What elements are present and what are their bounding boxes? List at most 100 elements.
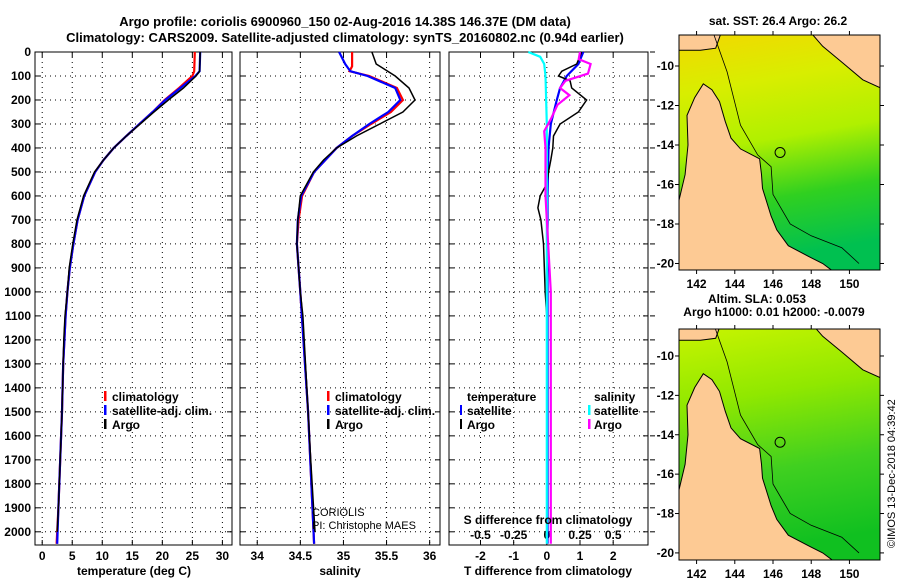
x-tick-label: 0 — [39, 549, 46, 563]
figure-title-line2: Climatology: CARS2009. Satellite-adjuste… — [66, 30, 624, 45]
legend-label-argo: Argo — [112, 418, 140, 432]
legend-title-temperature: temperature — [467, 390, 537, 404]
lat-tick-label: -10 — [657, 59, 675, 73]
profile-line-satellite-adj-clim- — [56, 51, 202, 544]
lon-tick-label: 146 — [763, 277, 783, 291]
depth-tick-label: 1500 — [4, 405, 31, 419]
lat-tick-label: -18 — [657, 217, 675, 231]
legend-swatch-argo — [104, 419, 107, 429]
sst-map: 142 144 146 148 150 -10 -12 -14 -16 -18 -20 — [657, 31, 884, 291]
legend-swatch-satellite — [327, 405, 330, 415]
x-tick-label: 0 — [543, 549, 550, 563]
depth-tick-label: 1100 — [5, 309, 31, 323]
plot-frame — [239, 51, 441, 546]
s-diff-tick-label: 0.25 — [568, 528, 592, 542]
salinity-legend: climatology satellite-adj. clim. Argo CO… — [312, 390, 435, 532]
temperature-axis-label: temperature (deg C) — [77, 564, 191, 578]
salinity-axis-label: salinity — [319, 564, 361, 578]
depth-tick-label: 200 — [11, 93, 31, 107]
legend-label-argo: Argo — [335, 418, 363, 432]
lon-tick-label: 146 — [763, 567, 783, 580]
legend-label-t-satellite: satellite — [467, 404, 512, 418]
temperature-panel: 0100200300400500600700800900100011001200… — [4, 45, 233, 563]
institution-label: CORIOLIS — [312, 507, 365, 519]
land-cape-york — [679, 83, 833, 270]
depth-tick-label: 1600 — [4, 429, 31, 443]
lat-tick-label: -10 — [657, 349, 675, 363]
s-diff-tick-label: -0.5 — [470, 528, 491, 542]
depth-tick-label: 1800 — [4, 477, 31, 491]
map-frame — [678, 328, 881, 561]
legend-swatch-argo — [327, 419, 330, 429]
map-frame — [678, 34, 881, 271]
t-difference-axis-label: T difference from climatology — [464, 564, 632, 578]
x-tick-label: 15 — [126, 549, 140, 563]
legend-label-t-argo: Argo — [467, 418, 495, 432]
lat-tick-label: -16 — [657, 177, 675, 191]
lon-tick-label: 142 — [687, 567, 707, 580]
depth-tick-label: 100 — [11, 69, 31, 83]
s-diff-tick-label: 0.5 — [605, 528, 622, 542]
legend-label-satellite: satellite-adj. clim. — [335, 404, 435, 418]
x-tick-label: 34.5 — [289, 549, 313, 563]
lon-tick-label: 148 — [801, 277, 821, 291]
lon-tick-label: 150 — [839, 277, 859, 291]
legend-title-salinity: salinity — [594, 390, 636, 404]
lat-tick-label: -18 — [657, 507, 675, 521]
sla-map-title-line1: Altim. SLA: 0.053 — [708, 292, 806, 306]
legend-label-s-argo: Argo — [594, 418, 622, 432]
lat-tick-label: -16 — [657, 467, 675, 481]
depth-tick-label: 1300 — [4, 357, 31, 371]
map-content — [679, 329, 880, 560]
land-papua-new-guinea-west — [679, 35, 721, 51]
depth-tick-label: 900 — [11, 261, 31, 275]
x-tick-label: 30 — [216, 549, 230, 563]
difference-legend: temperature satellite Argo salinity sate… — [460, 390, 639, 432]
pi-label: PI: Christophe MAES — [312, 520, 416, 532]
depth-tick-label: 400 — [11, 141, 31, 155]
x-tick-label: -1 — [508, 549, 519, 563]
lat-tick-label: -12 — [657, 99, 675, 113]
land-papua-new-guinea-west — [679, 329, 720, 341]
x-tick-label: 36 — [423, 549, 437, 563]
x-tick-label: 34 — [251, 549, 265, 563]
legend-swatch-satellite — [104, 405, 107, 415]
lon-tick-label: 144 — [725, 277, 745, 291]
legend-swatch-t-satellite — [460, 405, 462, 415]
x-tick-label: 20 — [156, 549, 170, 563]
x-tick-label: 5 — [69, 549, 76, 563]
lat-tick-label: -20 — [657, 546, 675, 560]
legend-label-climatology: climatology — [112, 390, 179, 404]
x-tick-label: 35 — [337, 549, 351, 563]
s-difference-axis-label: S difference from climatology — [464, 513, 633, 527]
sla-map: 142 144 146 148 150 -10 -12 -14 -16 -18 -20 — [657, 325, 884, 580]
lon-tick-label: 148 — [801, 567, 821, 580]
s-diff-tick-label: -0.25 — [500, 528, 528, 542]
x-tick-label: 1 — [577, 549, 584, 563]
profile-line-argo — [296, 51, 416, 532]
depth-tick-label: 1900 — [4, 501, 31, 515]
profile-line-argo — [56, 51, 201, 532]
legend-label-s-satellite: satellite — [594, 404, 639, 418]
plot-frame — [34, 51, 233, 546]
depth-tick-label: 1400 — [4, 381, 31, 395]
profile-line-s-argo — [543, 51, 592, 544]
land-papua-new-guinea — [815, 329, 880, 379]
argo-position-marker — [774, 436, 786, 448]
sla-map-title-line2: Argo h1000: 0.01 h2000: -0.0079 — [683, 305, 865, 319]
depth-tick-label: 1000 — [4, 285, 31, 299]
bathymetry-contour — [713, 35, 860, 264]
legend-swatch-t-argo — [460, 419, 462, 429]
lon-tick-label: 142 — [687, 277, 707, 291]
profile-line-t-satellite — [546, 51, 585, 544]
bathymetry-contour — [714, 329, 860, 554]
legend-swatch-s-argo — [588, 419, 591, 429]
lat-tick-label: -14 — [657, 138, 675, 152]
x-tick-label: 10 — [96, 549, 110, 563]
depth-tick-label: 0 — [24, 45, 31, 59]
x-tick-label: -2 — [475, 549, 486, 563]
depth-tick-label: 2000 — [4, 525, 31, 539]
land-cape-york — [679, 372, 834, 560]
profile-line-t-argo — [537, 51, 588, 532]
